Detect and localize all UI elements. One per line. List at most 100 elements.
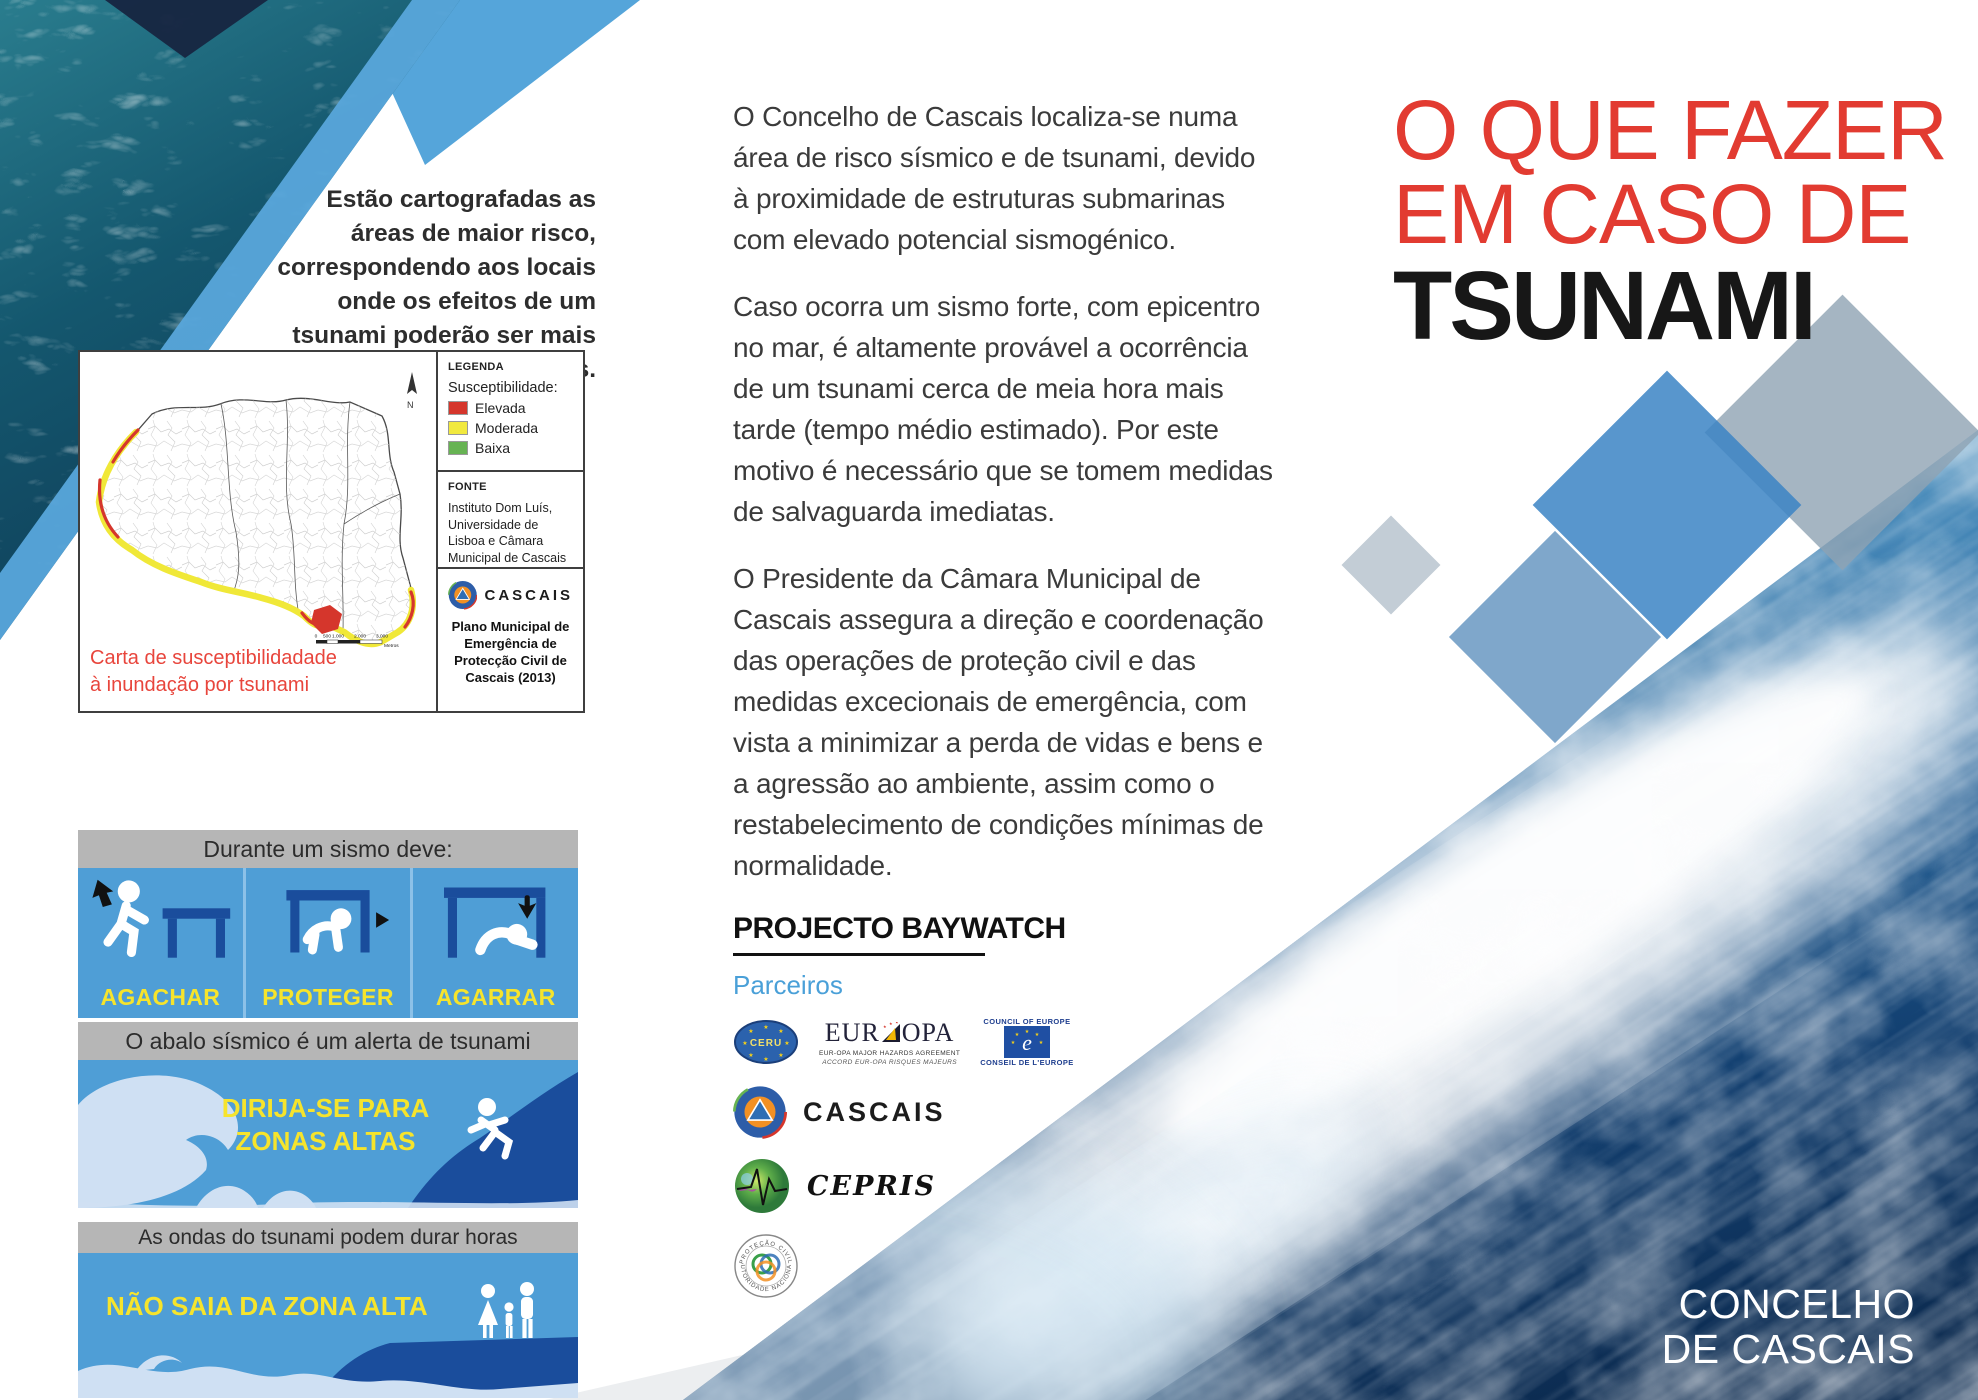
cascais-wordmark: CASCAIS [803,1096,946,1127]
wave-duration-bar: As ondas do tsunami podem durar horas [78,1222,578,1253]
title-line-2: EM CASO DE [1393,167,1911,261]
body-text-column: O Concelho de Cascais localiza-se numa á… [733,96,1278,1299]
quake-actions-panel: Durante um sismo deve: AGACHAR [78,830,578,1018]
cascais-logo-label: CASCAIS [484,586,573,604]
paragraph-1: O Concelho de Cascais localiza-se numa á… [733,101,1256,255]
action-cell-agarrar: AGARRAR [410,868,578,1018]
svg-text:★: ★ [889,1022,894,1026]
plateau-family-graphic [78,1253,578,1398]
cascais-logo-row: CASCAIS [448,579,573,611]
wave-hill-graphic [78,1060,578,1208]
svg-text:★: ★ [784,1040,789,1047]
partners-label: Parceiros [733,970,843,1000]
hold-table-leg-icon [443,887,546,958]
paragraph-2: Caso ocorra um sismo forte, com epicentr… [733,291,1273,527]
legend-item: Elevada [448,400,573,416]
tsunami-alert-bar: O abalo sísmico é um alerta de tsunami [78,1022,578,1060]
svg-text:★: ★ [763,1056,768,1063]
svg-text:★: ★ [778,1052,783,1059]
cepris-wordmark: CEPRIS [807,1170,936,1202]
svg-text:e: e [1022,1030,1032,1055]
svg-text:3.000: 3.000 [376,634,388,640]
high-susceptibility-bay-patch [311,605,342,634]
anpc-ring-logo-icon: · PROTEÇÃO CIVIL · AUTORIDADE NACIONAL [733,1233,798,1298]
plan-section: CASCAIS Plano Municipal de Emergência de… [438,569,583,709]
scale-bar: 0 500 1.000 2.000 3.000 Metros [315,634,400,650]
crouch-under-table-icon [92,879,231,958]
legend-title: LEGENDA [448,361,504,373]
legend-subtitle: Susceptibilidade: [448,380,558,396]
cepris-partner-row: CEPRIS [733,1157,1278,1215]
svg-text:★: ★ [1025,1029,1030,1035]
ceru-logo-icon: CERU ★★ ★ ★ ★ ★ ★★ [734,1020,798,1064]
legend-item: Baixa [448,440,573,456]
quake-panel-body: AGACHAR PROTEGER [78,868,578,1018]
eur-opa-emblem-icon: ★★ ★ [881,1022,900,1042]
svg-text:N: N [407,400,414,410]
svg-text:★: ★ [895,1022,900,1025]
coe-emblem-icon: e ★ ★ ★ ★ ★ [1003,1026,1050,1058]
svg-text:★: ★ [1015,1032,1020,1038]
parish-boundaries [220,399,401,632]
svg-text:500: 500 [323,634,331,640]
svg-text:★: ★ [778,1028,783,1035]
map-caption: Carta de susceptibilidadade à inundação … [90,647,337,696]
running-person-icon [467,1098,514,1160]
north-arrow-icon: N [407,372,417,410]
legend-color-elevada [448,401,468,415]
title-line-3: TSUNAMI [1393,251,1817,360]
svg-text:★: ★ [748,1052,753,1059]
svg-text:★: ★ [883,1024,888,1029]
cascais-partner-row: CASCAIS [733,1085,1278,1139]
action-cell-proteger: PROTEGER [242,868,411,1018]
susceptibility-map-figure: N 0 500 1.000 2.000 3.000 Metros Carta d… [78,350,585,713]
svg-text:★: ★ [1011,1040,1016,1046]
svg-text:CERU: CERU [750,1038,782,1049]
source-section: FONTE Instituto Dom Luís, Universidade d… [438,472,583,569]
legend-color-moderada [448,421,468,435]
paragraph-3: O Presidente da Câmara Municipal de Casc… [733,563,1264,881]
cepris-logo-icon [735,1159,789,1213]
svg-text:Metros: Metros [384,643,399,649]
coe-label-bottom: CONSEIL DE L'EUROPE [980,1058,1074,1067]
svg-text:★: ★ [763,1024,768,1031]
footer-region-label: CONCELHO DE CASCAIS [1661,1281,1915,1372]
evacuate-panel: DIRIJA-SE PARA ZONAS ALTAS [78,1060,578,1208]
svg-text:★: ★ [742,1040,747,1047]
svg-text:★: ★ [1035,1032,1040,1038]
title-rule [733,953,985,956]
source-text: Instituto Dom Luís, Universidade de Lisb… [448,501,567,565]
legend-item: Moderada [448,420,573,436]
stay-high-panel: NÃO SAIA DA ZONA ALTA [78,1253,578,1398]
svg-text:2.000: 2.000 [354,634,366,640]
source-title: FONTE [448,481,487,493]
project-title: PROJECTO BAYWATCH [733,912,1066,945]
svg-text:★: ★ [1039,1040,1044,1046]
protect-under-table-icon [286,890,390,955]
eur-opa-wordmark: EUR ★ ★ ★ OPA [824,1018,955,1047]
coe-label-top: COUNCIL OF EUROPE [983,1017,1071,1026]
council-of-europe-logo: COUNCIL OF EUROPE e ★ ★ ★ ★ ★ CONSEIL DE L'… [980,1017,1073,1067]
civil-protection-logo-icon [733,1085,787,1139]
page-title: O QUE FAZER EM CASO DE TSUNAMI [1393,83,1948,360]
eur-opa-subtitle-1: EUR-OPA MAJOR HAZARDS AGREEMENT [819,1050,961,1057]
map-legend-column: LEGENDA Susceptibilidade: Elevada Modera… [436,352,583,711]
title-line-1: O QUE FAZER [1393,83,1948,177]
small-gray-diamond-accent [1341,515,1441,615]
eur-opa-logo: EUR ★ ★ ★ OPA EUR-OPA MAJOR HAZARDS AGREEM… [819,1018,960,1066]
svg-text:1.000: 1.000 [332,634,344,640]
stay-text: NÃO SAIA DA ZONA ALTA [106,1291,428,1321]
svg-text:★: ★ [748,1028,753,1035]
cascais-map: N 0 500 1.000 2.000 3.000 Metros [95,372,417,650]
plan-text: Plano Municipal de Emergência de Protecç… [451,619,570,685]
svg-text:0: 0 [315,634,318,640]
anpc-partner-row: · PROTEÇÃO CIVIL · AUTORIDADE NACIONAL [733,1233,1278,1299]
partner-logos-row: CERU ★ ★ ★ ★ ★ ★ ★ ★ EUR ★ ★ ★ OPA EUR- [733,1017,1278,1067]
moderate-susceptibility-band [95,428,417,648]
legend-color-baixa [448,441,468,455]
evacuate-text: DIRIJA-SE PARA ZONAS ALTAS [221,1093,430,1156]
legend-section: LEGENDA Susceptibilidade: Elevada Modera… [438,352,583,472]
action-cell-agachar: AGACHAR [78,868,243,1018]
quake-panel-header: Durante um sismo deve: [78,830,578,868]
